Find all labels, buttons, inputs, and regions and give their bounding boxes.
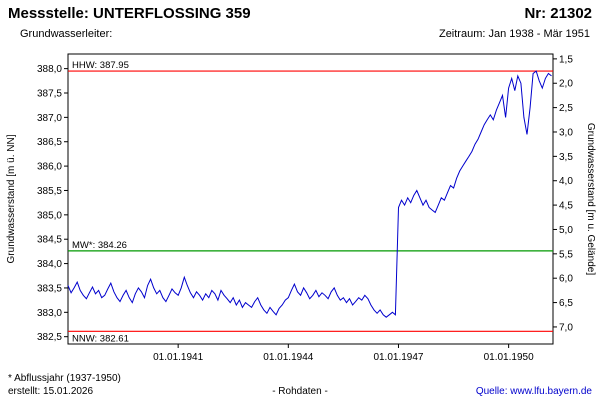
y-right-tick-label: 2,0 <box>559 79 573 90</box>
y-left-tick-label: 386,0 <box>37 162 62 173</box>
y-left-tick-label: 388,0 <box>37 64 62 75</box>
y-left-tick-label: 387,0 <box>37 113 62 124</box>
y-right-tick-label: 5,5 <box>559 249 573 260</box>
rohdaten-label: - Rohdaten - <box>272 386 328 397</box>
y-right-tick-label: 5,0 <box>559 225 573 236</box>
source: Quelle: www.lfu.bayern.de <box>476 386 592 397</box>
y-left-tick-label: 383,5 <box>37 283 62 294</box>
y-left-tick-label: 384,0 <box>37 259 62 270</box>
y-right-tick-label: 4,0 <box>559 176 573 187</box>
y-left-tick-label: 387,5 <box>37 88 62 99</box>
footnote-abflussjahr: * Abflussjahr (1937-1950) <box>8 373 121 384</box>
y-left-tick-label: 383,0 <box>37 308 62 319</box>
groundwater-data-line <box>67 70 552 318</box>
y-right-tick-label: 3,5 <box>559 152 573 163</box>
page-title: Messstelle: UNTERFLOSSING 359 <box>8 5 251 22</box>
y-left-tick-label: 382,5 <box>37 332 62 343</box>
y-left-tick-label: 386,5 <box>37 137 62 148</box>
y-right-axis-title: Grundwasserstand [m u. Gelände] <box>585 123 596 276</box>
y-left-axis-title: Grundwasserstand [m ü. NN] <box>6 134 17 263</box>
created-date: erstellt: 15.01.2026 <box>8 386 94 397</box>
groundwater-level-chart: 388,0 387,5 387,0 386,5 386,0 385,5 385,0 384,5… <box>6 53 596 363</box>
aquifer-label: Grundwasserleiter: <box>20 28 113 40</box>
y-right-tick-label: 6,0 <box>559 274 573 285</box>
x-tick-label: 01.01.1941 <box>153 352 203 363</box>
x-tick-label: 01.01.1947 <box>373 352 423 363</box>
nnw-label: NNW: 382.61 <box>72 333 129 344</box>
y-right-tick-label: 4,5 <box>559 201 573 212</box>
x-tick-label: 01.01.1950 <box>484 352 534 363</box>
source-label: Quelle: <box>475 386 511 397</box>
hhw-label: HHW: 387.95 <box>72 60 129 71</box>
y-right-tick-label: 7,0 <box>559 322 573 333</box>
y-right-tick-label: 1,5 <box>559 54 573 65</box>
y-left-tick-label: 385,0 <box>37 210 62 221</box>
source-link[interactable]: www.lfu.bayern.de <box>510 386 592 397</box>
subheader: Grundwasserleiter: Zeitraum: Jan 1938 - … <box>20 28 590 40</box>
mw-label: MW*: 384.26 <box>72 240 127 251</box>
y-right-tick-label: 6,5 <box>559 298 573 309</box>
station-number: Nr: 21302 <box>524 5 592 22</box>
x-tick-label: 01.01.1944 <box>263 352 313 363</box>
y-left-tick-label: 384,5 <box>37 235 62 246</box>
header: Messstelle: UNTERFLOSSING 359 Nr: 21302 <box>8 5 592 22</box>
period-label: Zeitraum: Jan 1938 - Mär 1951 <box>438 28 590 40</box>
y-left-tick-label: 385,5 <box>37 186 62 197</box>
y-right-tick-label: 2,5 <box>559 103 573 114</box>
y-right-tick-label: 3,0 <box>559 127 573 138</box>
plot-area <box>67 53 554 345</box>
